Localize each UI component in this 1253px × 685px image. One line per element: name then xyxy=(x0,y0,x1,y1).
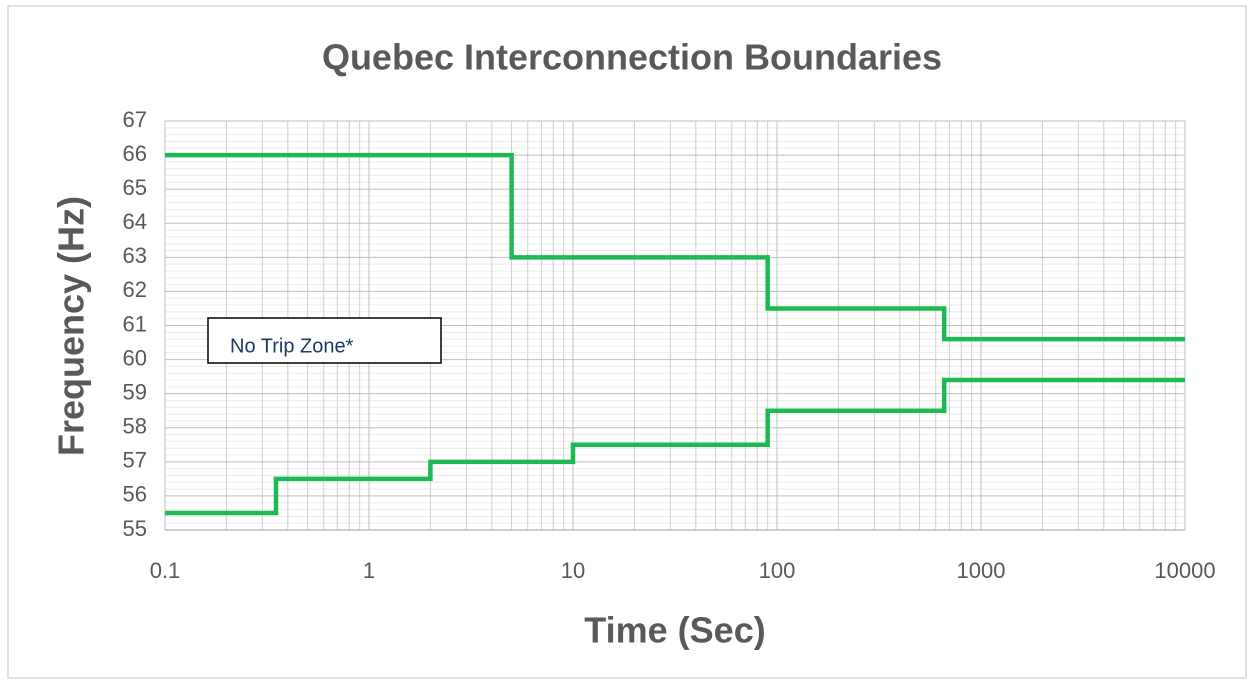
x-tick-label: 10000 xyxy=(1154,558,1215,583)
y-tick-label: 61 xyxy=(123,311,147,336)
y-tick-label: 65 xyxy=(123,175,147,200)
y-axis-title: Frequency (Hz) xyxy=(51,196,92,456)
lines xyxy=(165,152,1185,516)
series-line xyxy=(165,377,1185,516)
x-tick-label: 1 xyxy=(363,558,375,583)
y-tick-label: 64 xyxy=(123,209,147,234)
y-tick-label: 56 xyxy=(123,482,147,507)
y-tick-label: 62 xyxy=(123,277,147,302)
annotation-box xyxy=(207,317,442,364)
x-tick-label: 1000 xyxy=(957,558,1006,583)
y-tick-label: 57 xyxy=(123,448,147,473)
y-tick-label: 58 xyxy=(123,414,147,439)
y-tick-label: 66 xyxy=(123,141,147,166)
y-tick-label: 55 xyxy=(123,516,147,541)
y-tick-label: 60 xyxy=(123,345,147,370)
annotation: No Trip Zone* xyxy=(230,335,354,357)
y-tick-label: 63 xyxy=(123,243,147,268)
y-tick-label: 59 xyxy=(123,379,147,404)
x-tick-label: 0.1 xyxy=(150,558,181,583)
x-tick-label: 10 xyxy=(561,558,585,583)
x-tick-label: 100 xyxy=(759,558,796,583)
chart-border xyxy=(7,5,1247,679)
chart-title: Quebec Interconnection Boundaries xyxy=(322,37,942,78)
series-line xyxy=(165,152,1185,342)
y-tick-label: 67 xyxy=(123,107,147,132)
x-axis-title: Time (Sec) xyxy=(584,610,765,651)
